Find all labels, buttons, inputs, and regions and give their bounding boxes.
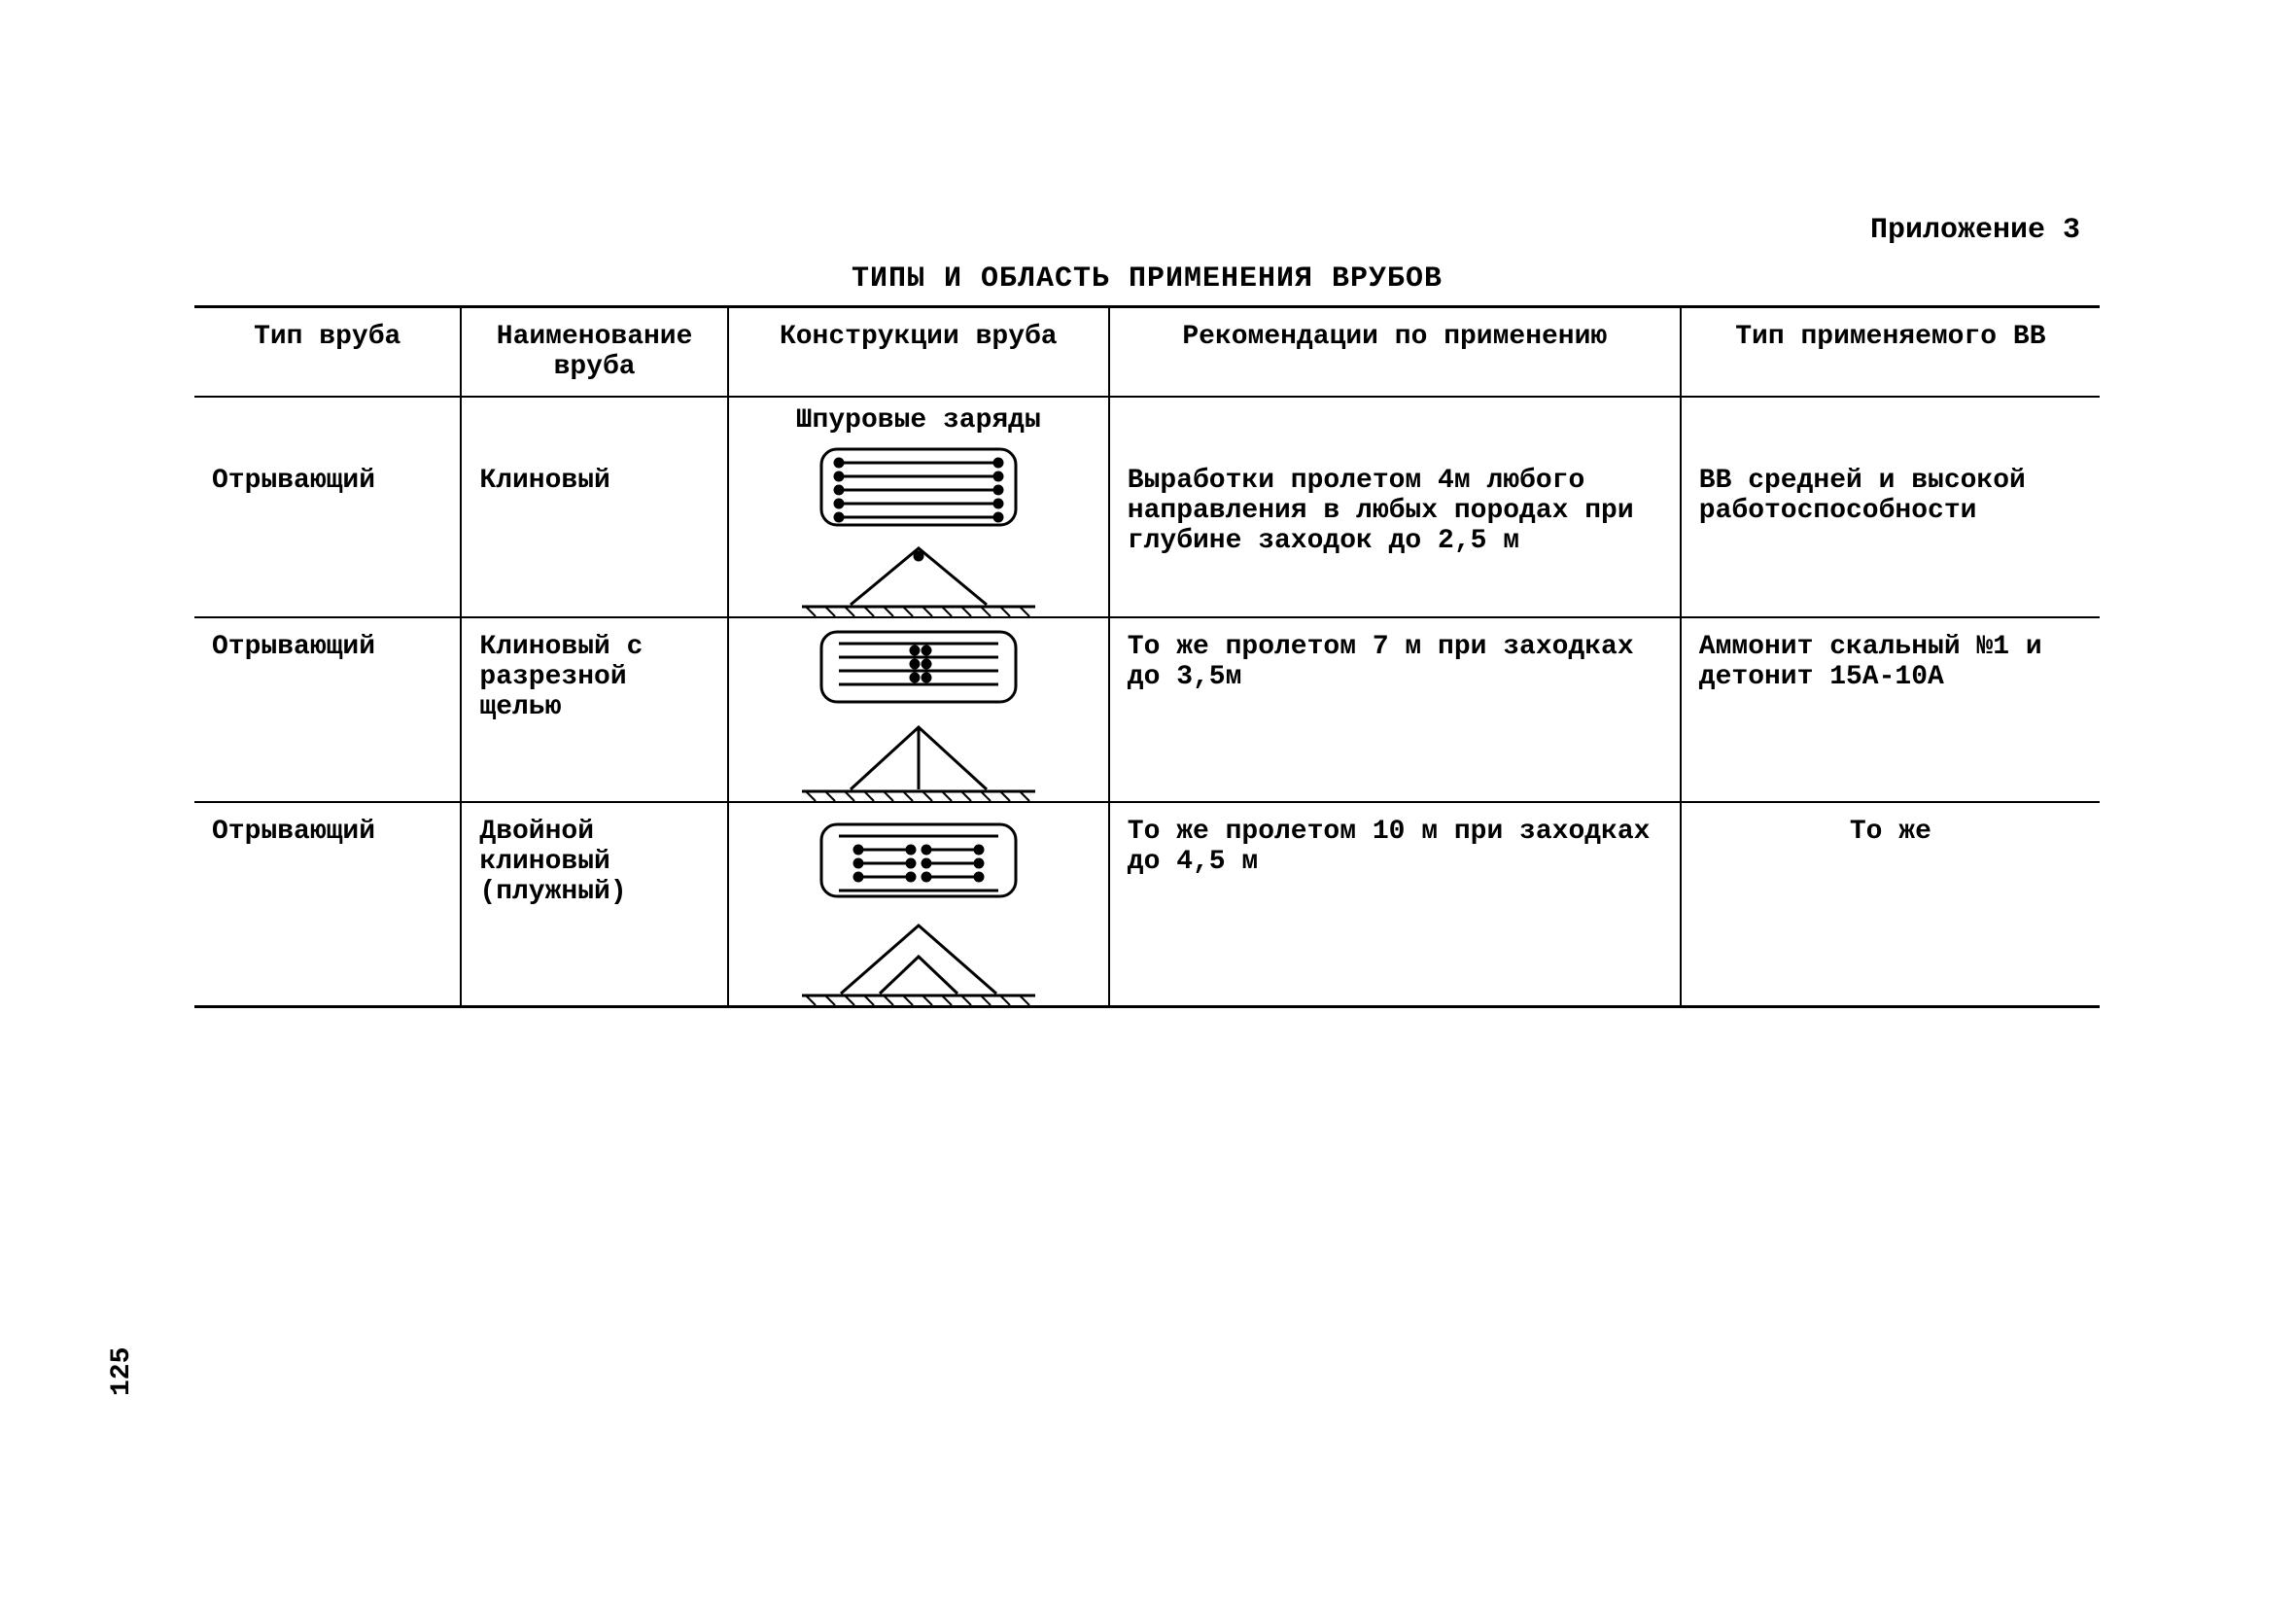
- wedge-slot-diagram: [783, 626, 1055, 801]
- col-header-recommendation: Рекомендации по применению: [1109, 307, 1681, 398]
- col-header-construction: Конструкции вруба: [728, 307, 1109, 398]
- appendix-label: Приложение 3: [1870, 214, 2080, 247]
- wedge-double-diagram: [783, 811, 1055, 1005]
- table-row: Отрывающий Двойной клиновый (плужный): [194, 802, 2100, 1007]
- cell-name: Клиновый с разрезной щелью: [461, 617, 727, 802]
- col-header-name: Наименование вруба: [461, 307, 727, 398]
- cell-explosive: Аммонит скальный №1 и детонит 15А-10А: [1681, 617, 2100, 802]
- cell-name: Клиновый: [461, 397, 727, 617]
- cuts-table: Тип вруба Наименование вруба Конструкции…: [194, 305, 2100, 1008]
- col-header-type: Тип вруба: [194, 307, 461, 398]
- col-header-explosive: Тип применяемого ВВ: [1681, 307, 2100, 398]
- cell-recommendation: То же пролетом 7 м при заходках до 3,5м: [1109, 617, 1681, 802]
- page-number: 125: [107, 1347, 137, 1396]
- cell-explosive: ВВ средней и высокой работоспособности: [1681, 397, 2100, 617]
- construction-label: Шпуровые заряды: [747, 405, 1091, 436]
- cell-construction: Шпуровые заряды: [728, 397, 1109, 617]
- cell-type: Отрывающий: [194, 617, 461, 802]
- cell-recommendation: То же пролетом 10 м при заходках до 4,5 …: [1109, 802, 1681, 1007]
- cell-name: Двойной клиновый (плужный): [461, 802, 727, 1007]
- page-title: ТИПЫ И ОБЛАСТЬ ПРИМЕНЕНИЯ ВРУБОВ: [194, 262, 2100, 296]
- cell-explosive: То же: [1681, 802, 2100, 1007]
- cell-type: Отрывающий: [194, 397, 461, 617]
- cell-construction: [728, 617, 1109, 802]
- cell-type: Отрывающий: [194, 802, 461, 1007]
- cell-construction: [728, 802, 1109, 1007]
- table-row: Отрывающий Клиновый с разрезной щелью: [194, 617, 2100, 802]
- table-row: Отрывающий Клиновый Шпуровые заряды: [194, 397, 2100, 617]
- wedge-single-diagram: [783, 441, 1055, 616]
- cell-recommendation: Выработки пролетом 4м любого направления…: [1109, 397, 1681, 617]
